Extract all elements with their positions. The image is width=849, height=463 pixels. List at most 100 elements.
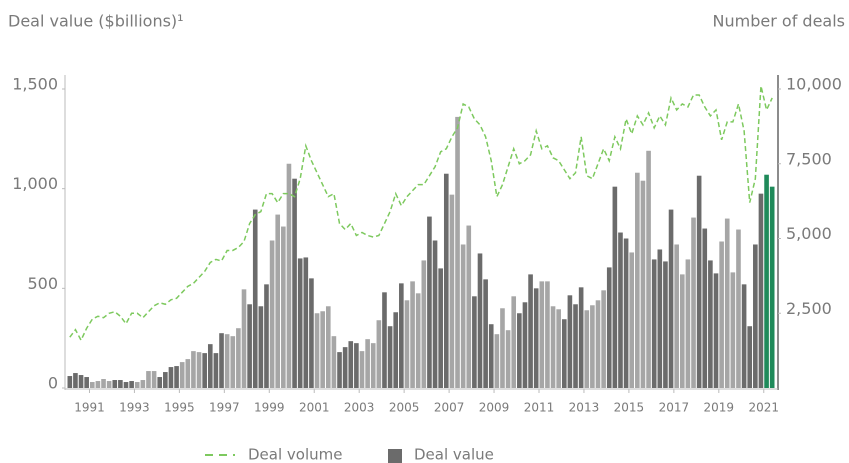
bar	[123, 382, 129, 388]
bar	[73, 373, 78, 388]
bar	[747, 326, 753, 388]
bar	[112, 380, 118, 388]
bar	[286, 163, 292, 388]
x-tick-label: 2021	[748, 401, 779, 415]
bar	[292, 178, 297, 388]
bar	[556, 309, 561, 388]
bar	[129, 381, 134, 388]
bar	[185, 359, 191, 388]
legend-label: Deal volume	[248, 446, 342, 463]
bar	[118, 380, 123, 388]
bar	[365, 339, 370, 388]
bar	[168, 367, 174, 388]
bar	[275, 214, 281, 388]
bar	[354, 343, 359, 388]
bar	[230, 336, 236, 388]
bar	[702, 228, 708, 388]
x-tick-label: 2007	[434, 401, 465, 415]
bar	[769, 186, 775, 388]
bar	[651, 259, 657, 388]
legend-swatch	[388, 449, 402, 463]
bar	[730, 272, 736, 388]
y-axis-title: Deal value ($billions)¹	[8, 12, 184, 31]
bar	[163, 372, 168, 388]
bar	[247, 304, 252, 388]
bar	[550, 306, 556, 388]
bar	[724, 218, 730, 388]
bar	[151, 371, 157, 388]
x-tick-label: 2013	[569, 401, 600, 415]
bar	[325, 306, 331, 388]
x-tick-label: 2005	[389, 401, 420, 415]
bar	[618, 232, 623, 388]
bar	[101, 379, 106, 388]
bar	[533, 288, 539, 388]
bar	[84, 377, 89, 388]
bar	[224, 334, 230, 388]
bar	[213, 353, 219, 388]
bar	[370, 343, 376, 388]
bar	[89, 382, 95, 388]
bar	[753, 244, 758, 388]
bar	[415, 293, 421, 388]
y2-tick-label: 2,500	[786, 299, 832, 318]
bar	[359, 351, 365, 388]
bar	[494, 334, 500, 388]
bar	[674, 244, 679, 388]
y-tick-label: 1,500	[12, 75, 58, 94]
bar	[646, 150, 651, 388]
bar	[281, 226, 286, 388]
bar	[741, 284, 747, 388]
bar	[449, 194, 455, 388]
bar	[545, 281, 550, 388]
bar	[567, 295, 573, 388]
x-tick-label: 2001	[299, 401, 330, 415]
bar	[95, 381, 101, 388]
bar	[241, 289, 247, 388]
bar	[466, 225, 472, 388]
bar	[219, 333, 224, 388]
bar	[522, 302, 528, 388]
bar	[207, 344, 213, 388]
bar	[657, 249, 663, 388]
bar	[713, 273, 719, 388]
bar	[736, 229, 741, 388]
bar	[331, 336, 337, 388]
bar	[382, 292, 387, 388]
bar	[696, 175, 702, 388]
bar	[236, 328, 241, 388]
bar	[427, 216, 432, 388]
y-tick-label: 0	[48, 374, 58, 393]
bar	[314, 313, 320, 388]
bar	[297, 258, 303, 388]
bar	[348, 341, 354, 388]
bar	[578, 287, 584, 388]
bar	[202, 353, 207, 388]
bar	[573, 304, 578, 388]
bar	[399, 283, 404, 388]
bar	[264, 284, 269, 388]
bar	[612, 186, 618, 388]
bar	[67, 376, 73, 388]
bar	[719, 241, 724, 388]
bar	[404, 300, 410, 388]
bar	[443, 173, 449, 388]
bar	[477, 253, 483, 388]
bar	[561, 319, 567, 388]
bar	[140, 380, 146, 388]
bar	[663, 261, 668, 388]
bar	[309, 278, 314, 388]
bar	[691, 217, 696, 388]
bar	[708, 260, 713, 388]
x-tick-label: 2003	[344, 401, 375, 415]
x-tick-label: 1997	[209, 401, 240, 415]
bar	[337, 352, 342, 388]
x-tick-label: 1993	[119, 401, 150, 415]
bar	[472, 296, 477, 388]
bar	[179, 362, 185, 388]
bar	[500, 308, 505, 388]
x-tick-label: 2015	[614, 401, 645, 415]
x-tick-label: 1995	[164, 401, 195, 415]
bar	[303, 257, 309, 388]
